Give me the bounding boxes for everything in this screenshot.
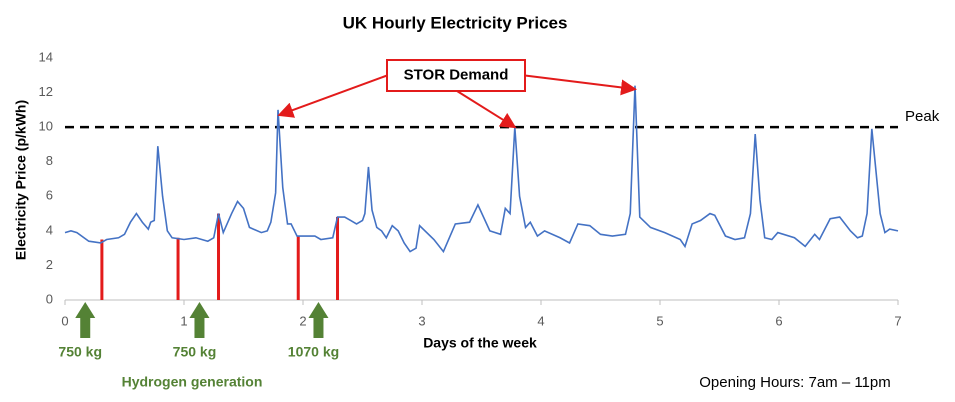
x-tick-label: 6 xyxy=(775,313,782,328)
price-line xyxy=(64,85,899,254)
callout-text: STOR Demand xyxy=(404,66,509,83)
hydrogen-label: 750 kg xyxy=(58,344,102,360)
peak-label: Peak xyxy=(905,108,940,125)
callout-arrow xyxy=(456,90,517,129)
y-tick-label: 4 xyxy=(46,222,53,237)
y-tick-label: 0 xyxy=(46,291,53,306)
callout-arrow xyxy=(277,74,388,118)
callout-arrow xyxy=(524,74,637,96)
y-tick-label: 6 xyxy=(46,188,53,203)
y-tick-label: 10 xyxy=(39,119,53,134)
hydrogen-caption: Hydrogen generation xyxy=(122,374,263,390)
x-axis-label: Days of the week xyxy=(423,335,537,351)
hydrogen-arrow xyxy=(308,302,329,338)
y-tick-label: 12 xyxy=(39,84,53,99)
x-tick-label: 5 xyxy=(656,313,663,328)
hydrogen-arrow xyxy=(75,302,96,338)
callout-box xyxy=(386,59,526,92)
x-tick-label: 2 xyxy=(299,313,306,328)
hydrogen-arrow xyxy=(189,302,210,338)
x-tick-label: 4 xyxy=(537,313,544,328)
chart-title: UK Hourly Electricity Prices xyxy=(343,13,568,32)
footnote: Opening Hours: 7am – 11pm xyxy=(699,374,891,391)
y-tick-label: 8 xyxy=(46,153,53,168)
x-tick-label: 1 xyxy=(180,313,187,328)
x-tick-label: 0 xyxy=(61,313,68,328)
y-axis-label: Electricity Price (p/kWh) xyxy=(13,100,29,260)
hydrogen-label: 1070 kg xyxy=(288,344,339,360)
x-tick-label: 7 xyxy=(894,313,901,328)
y-tick-label: 2 xyxy=(46,257,53,272)
x-tick-label: 3 xyxy=(418,313,425,328)
y-tick-label: 14 xyxy=(39,49,53,64)
hydrogen-label: 750 kg xyxy=(173,344,217,360)
